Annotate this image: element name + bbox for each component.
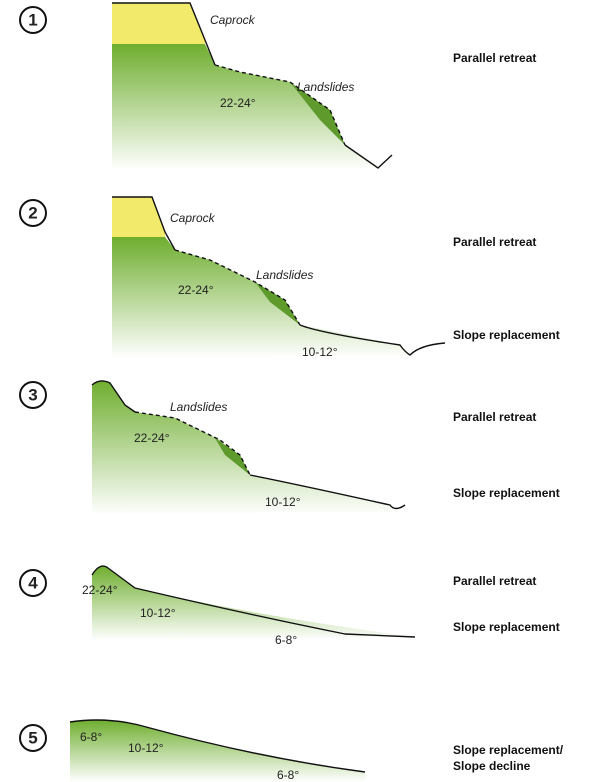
stage-badge: [19, 569, 47, 597]
stage-5: 5 6-8° 10-12° 6-8° Slope replacement/ Sl…: [19, 719, 564, 782]
angle-label: 10-12°: [140, 606, 176, 620]
stage-4: 4 22-24° 10-12° 6-8° Parallel retreat Sl…: [19, 565, 560, 647]
stage-badge: [19, 724, 47, 752]
stage-number: 4: [28, 574, 38, 593]
angle-label: 10-12°: [302, 345, 338, 359]
stage-number: 5: [28, 729, 37, 748]
outline: [299, 324, 446, 356]
caprock-layer: [112, 197, 165, 237]
angle-label: 6-8°: [277, 768, 299, 782]
outline: [69, 719, 366, 773]
landslide-deposit: [255, 282, 300, 325]
outline: [249, 474, 406, 510]
angle-label: 22-24°: [178, 283, 214, 297]
landslide-line: [134, 411, 251, 476]
process-label: Slope replacement: [453, 328, 560, 342]
outline: [91, 565, 416, 638]
slope-body: [70, 720, 365, 782]
process-label: Slope decline: [453, 759, 531, 773]
slope-body: [112, 44, 378, 170]
slope-body: [112, 237, 410, 358]
process-label: Parallel retreat: [453, 51, 536, 65]
stage-3: 3 Landslides 22-24° 10-12° Parallel retr…: [19, 380, 560, 515]
angle-label: 6-8°: [80, 730, 102, 744]
stage-number: 3: [28, 386, 37, 405]
angle-label: 10-12°: [265, 495, 301, 509]
outline: [112, 2, 216, 66]
stage-badge: [19, 199, 47, 227]
slope-body: [92, 380, 400, 515]
outline: [344, 144, 393, 169]
landslide-deposit: [290, 82, 345, 145]
process-label: Slope replacement: [453, 620, 560, 634]
stage-2: 2 Caprock Landslides 22-24° 10-12° Paral…: [19, 196, 560, 359]
process-label: Parallel retreat: [453, 235, 536, 249]
stage-number: 1: [28, 11, 37, 30]
outline: [91, 380, 136, 413]
stage-badge: [19, 381, 47, 409]
stage-number: 2: [28, 204, 37, 223]
angle-label: 22-24°: [220, 96, 256, 110]
caprock-label: Caprock: [170, 211, 216, 225]
landslide-line: [174, 249, 301, 326]
angle-label: 6-8°: [275, 633, 297, 647]
process-label: Slope replacement/: [453, 743, 564, 757]
landslide-deposit: [215, 438, 250, 475]
landslides-label: Landslides: [297, 80, 354, 94]
stage-badge: [19, 6, 47, 34]
caprock-label: Caprock: [210, 13, 256, 27]
landslides-label: Landslides: [170, 400, 227, 414]
caprock-layer: [112, 3, 205, 44]
process-label: Parallel retreat: [453, 574, 536, 588]
stage-1: 1 Caprock Landslides 22-24° Parallel ret…: [19, 2, 536, 170]
angle-label: 10-12°: [128, 741, 164, 755]
angle-label: 22-24°: [82, 583, 118, 597]
landslide-line: [214, 64, 346, 146]
process-label: Slope replacement: [453, 486, 560, 500]
outline: [112, 196, 176, 251]
slope-body: [92, 566, 415, 640]
process-label: Parallel retreat: [453, 410, 536, 424]
angle-label: 22-24°: [134, 431, 170, 445]
landslides-label: Landslides: [256, 268, 313, 282]
